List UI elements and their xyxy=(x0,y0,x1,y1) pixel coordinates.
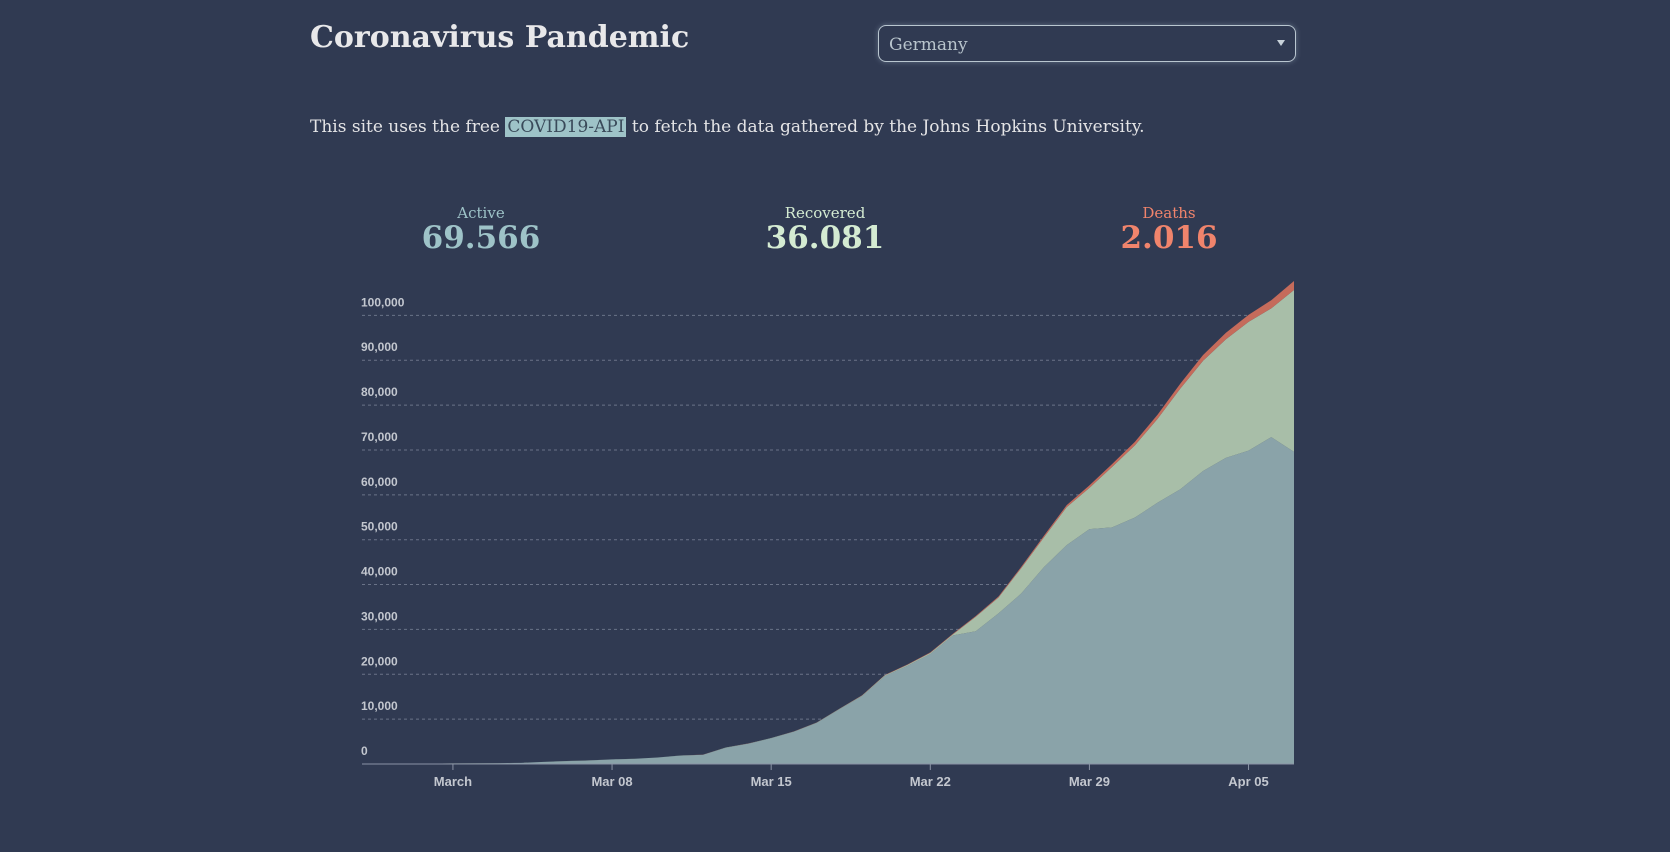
x-tick-label: Mar 15 xyxy=(751,774,792,789)
selected-country: Germany xyxy=(889,35,968,55)
y-tick-label: 50,000 xyxy=(361,520,398,534)
intro-text: This site uses the free COVID19-API to f… xyxy=(310,117,1145,137)
y-tick-label: 10,000 xyxy=(361,699,398,713)
y-tick-label: 20,000 xyxy=(361,654,398,668)
y-tick-label: 70,000 xyxy=(361,430,398,444)
api-link[interactable]: COVID19-API xyxy=(505,117,627,137)
y-tick-label: 90,000 xyxy=(361,340,398,354)
stat-value: 36.081 xyxy=(766,220,885,256)
y-tick-label: 40,000 xyxy=(361,565,398,579)
stat-label: Active xyxy=(456,204,505,222)
x-tick-label: Mar 29 xyxy=(1069,774,1110,789)
y-tick-label: 100,000 xyxy=(361,295,405,309)
x-tick-label: March xyxy=(434,774,472,789)
intro-after: to fetch the data gathered by the Johns … xyxy=(631,117,1145,137)
stat-value: 69.566 xyxy=(422,220,541,256)
x-tick-label: Mar 08 xyxy=(591,774,632,789)
stat-label: Deaths xyxy=(1142,204,1195,222)
y-tick-label: 30,000 xyxy=(361,609,398,623)
x-tick-label: Mar 22 xyxy=(910,774,951,789)
y-tick-label: 80,000 xyxy=(361,385,398,399)
country-select[interactable]: Germany xyxy=(878,25,1296,62)
y-tick-label: 0 xyxy=(361,744,368,758)
page-title: Coronavirus Pandemic xyxy=(310,20,690,55)
stat-label: Recovered xyxy=(785,204,866,222)
y-tick-label: 60,000 xyxy=(361,475,398,489)
area-active xyxy=(362,437,1294,764)
area-deaths xyxy=(362,281,1294,764)
area-recovered xyxy=(362,290,1294,764)
dropdown-arrow xyxy=(1277,40,1285,46)
x-tick-label: Apr 05 xyxy=(1228,774,1268,789)
stat-value: 2.016 xyxy=(1120,220,1217,256)
intro-before: This site uses the free xyxy=(310,117,500,137)
